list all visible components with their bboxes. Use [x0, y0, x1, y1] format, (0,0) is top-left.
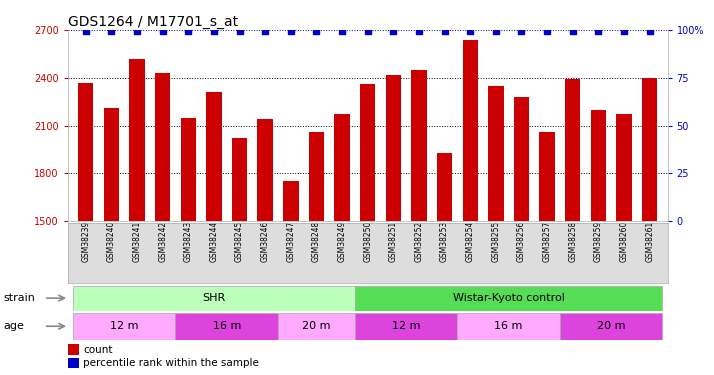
Point [234, 28, 246, 34]
Bar [355, 285, 663, 311]
Text: age: age [4, 321, 24, 331]
Bar [355, 313, 458, 340]
Point [465, 28, 476, 34]
Bar [560, 313, 663, 340]
Bar [386, 75, 401, 221]
Bar [514, 97, 529, 221]
Text: 16 m: 16 m [495, 321, 523, 331]
Bar [68, 344, 79, 355]
Bar [616, 114, 632, 221]
Bar [181, 118, 196, 221]
Point [644, 28, 655, 34]
Bar [334, 114, 350, 221]
Point [618, 28, 630, 34]
Bar [206, 92, 221, 221]
Text: 20 m: 20 m [597, 321, 625, 331]
Point [208, 28, 220, 34]
Point [131, 28, 143, 34]
Text: percentile rank within the sample: percentile rank within the sample [84, 358, 259, 368]
Bar [232, 138, 247, 221]
Bar [565, 80, 580, 221]
Text: 20 m: 20 m [302, 321, 331, 331]
Bar [176, 313, 278, 340]
Bar [488, 86, 503, 221]
Bar [540, 132, 555, 221]
Point [80, 28, 91, 34]
Text: 16 m: 16 m [213, 321, 241, 331]
Point [541, 28, 553, 34]
Bar [360, 84, 376, 221]
Bar [458, 313, 560, 340]
Bar [642, 78, 658, 221]
Point [285, 28, 296, 34]
Bar [73, 313, 176, 340]
Point [106, 28, 117, 34]
Text: 12 m: 12 m [392, 321, 421, 331]
Text: Wistar-Kyoto control: Wistar-Kyoto control [453, 293, 565, 303]
Point [259, 28, 271, 34]
Bar [283, 182, 298, 221]
Bar [104, 108, 119, 221]
Bar [463, 39, 478, 221]
Point [413, 28, 425, 34]
Bar [278, 313, 355, 340]
Bar [78, 82, 94, 221]
Bar [129, 58, 145, 221]
Point [567, 28, 578, 34]
Bar [68, 358, 79, 368]
Point [183, 28, 194, 34]
Bar [308, 132, 324, 221]
Bar [437, 153, 452, 221]
Point [516, 28, 527, 34]
Text: SHR: SHR [202, 293, 226, 303]
Bar [155, 73, 171, 221]
Text: GDS1264 / M17701_s_at: GDS1264 / M17701_s_at [68, 15, 238, 29]
Text: 12 m: 12 m [110, 321, 139, 331]
Point [157, 28, 169, 34]
Text: count: count [84, 345, 113, 355]
Point [593, 28, 604, 34]
Bar [411, 70, 427, 221]
Bar [258, 119, 273, 221]
Bar [73, 285, 355, 311]
Point [311, 28, 322, 34]
Point [439, 28, 451, 34]
Point [336, 28, 348, 34]
Bar [590, 110, 606, 221]
Point [490, 28, 501, 34]
Point [388, 28, 399, 34]
Point [362, 28, 373, 34]
Text: strain: strain [4, 293, 36, 303]
